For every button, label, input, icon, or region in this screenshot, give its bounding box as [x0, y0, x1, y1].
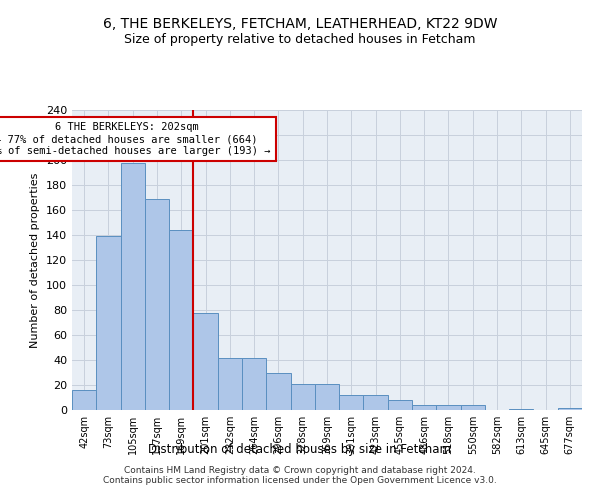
Bar	[290, 384, 315, 410]
Bar	[218, 358, 242, 410]
Bar	[72, 390, 96, 410]
Text: Contains HM Land Registry data © Crown copyright and database right 2024.
Contai: Contains HM Land Registry data © Crown c…	[103, 466, 497, 485]
Bar	[412, 405, 436, 410]
Text: 6, THE BERKELEYS, FETCHAM, LEATHERHEAD, KT22 9DW: 6, THE BERKELEYS, FETCHAM, LEATHERHEAD, …	[103, 18, 497, 32]
Bar	[558, 408, 582, 410]
Text: 6 THE BERKELEYS: 202sqm
← 77% of detached houses are smaller (664)
22% of semi-d: 6 THE BERKELEYS: 202sqm ← 77% of detache…	[0, 122, 271, 156]
Bar	[339, 395, 364, 410]
Bar	[145, 198, 169, 410]
Bar	[193, 312, 218, 410]
Y-axis label: Number of detached properties: Number of detached properties	[31, 172, 40, 348]
Text: Distribution of detached houses by size in Fetcham: Distribution of detached houses by size …	[149, 442, 452, 456]
Bar	[121, 162, 145, 410]
Bar	[436, 405, 461, 410]
Bar	[364, 395, 388, 410]
Bar	[509, 409, 533, 410]
Bar	[461, 405, 485, 410]
Bar	[242, 358, 266, 410]
Bar	[388, 400, 412, 410]
Bar	[266, 372, 290, 410]
Bar	[96, 236, 121, 410]
Bar	[169, 230, 193, 410]
Bar	[315, 384, 339, 410]
Text: Size of property relative to detached houses in Fetcham: Size of property relative to detached ho…	[124, 32, 476, 46]
